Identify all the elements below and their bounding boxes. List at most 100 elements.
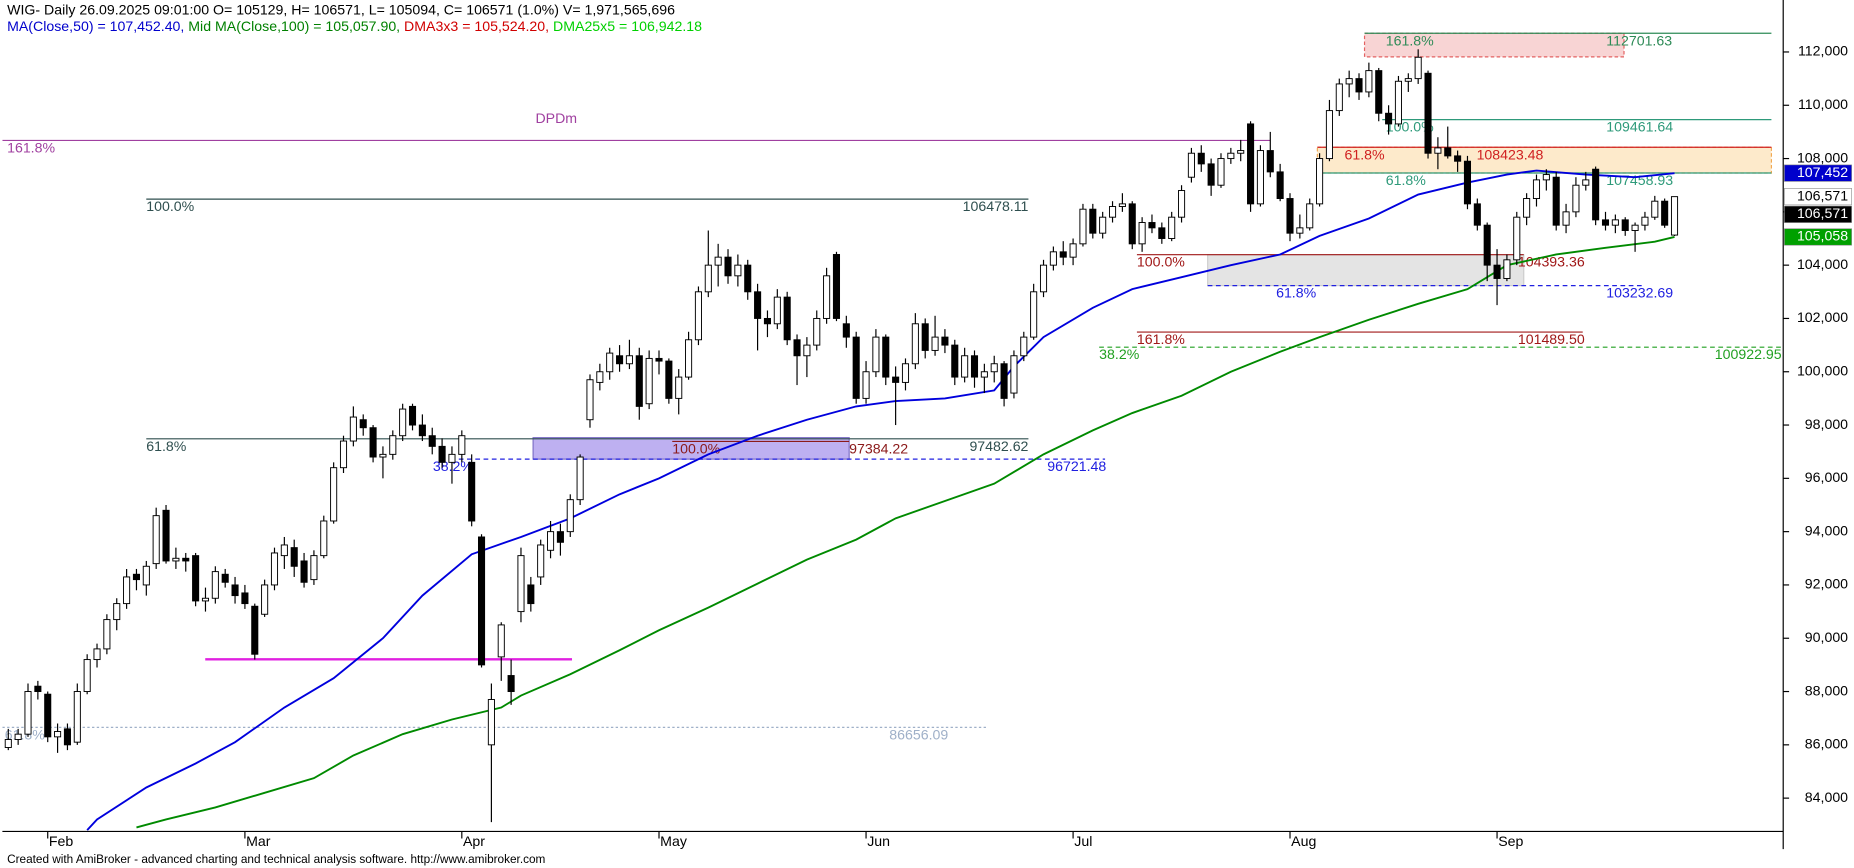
candle-body <box>517 555 525 613</box>
y-tick-label: 86,000 <box>1805 736 1848 752</box>
candle-body <box>330 467 338 522</box>
candle-body <box>14 733 22 740</box>
fib-label: 100.0% <box>672 440 720 456</box>
last-value-box <box>1784 188 1852 206</box>
candle-body <box>280 544 288 557</box>
candle-body <box>1631 224 1639 231</box>
x-tick-label: Apr <box>463 833 485 849</box>
candle-body <box>1611 219 1619 226</box>
candle-body <box>586 379 594 421</box>
candle-body <box>862 371 870 399</box>
candle-body <box>783 296 791 341</box>
candle-body <box>813 317 821 346</box>
candle-body <box>1138 222 1146 245</box>
candle-body <box>300 560 308 583</box>
candle-body <box>1148 222 1156 229</box>
candle-body <box>290 547 298 567</box>
candle-body <box>576 456 584 501</box>
candle-body <box>1178 190 1186 218</box>
fib-price: 96721.48 <box>1047 458 1106 474</box>
candle-body <box>438 445 446 463</box>
candle-body <box>1345 78 1353 85</box>
candle-body <box>951 344 959 378</box>
fib-price: 104393.36 <box>1518 254 1585 270</box>
candle-body <box>1316 158 1324 205</box>
chart-title: WIG- Daily 26.09.2025 09:01:00 O= 105129… <box>7 1 675 17</box>
y-tick-label: 108,000 <box>1797 149 1848 165</box>
plot-area: 161.8% DPDm 100.0% 106478.11 61.8% 97482.62 10… <box>2 32 1784 831</box>
candle-body <box>744 264 752 293</box>
candle-body <box>625 355 633 365</box>
candle-body <box>547 531 555 551</box>
candle-body <box>1276 171 1284 200</box>
indicator-text: DMA3x3 = 105,524.20, <box>404 18 553 34</box>
candle-body <box>911 323 919 365</box>
y-tick-label: 100,000 <box>1797 362 1848 378</box>
candle-body <box>1552 176 1560 226</box>
candle-body <box>1532 179 1541 200</box>
candle-body <box>1286 198 1294 234</box>
candle-body <box>487 699 495 746</box>
candle-body <box>201 597 210 602</box>
candle-body <box>556 531 564 543</box>
candle-body <box>310 555 318 581</box>
candle-body <box>1424 72 1432 154</box>
candle-body <box>635 355 643 407</box>
y-tick-label: 90,000 <box>1805 629 1848 645</box>
candle-body <box>172 557 180 562</box>
candle-body <box>921 323 929 351</box>
candle-body <box>685 339 693 378</box>
candle-body <box>1651 200 1659 218</box>
candle-body <box>1020 336 1028 357</box>
candle-body <box>1079 208 1087 245</box>
candle-body <box>379 453 387 458</box>
candle-body <box>832 254 841 319</box>
candle-body <box>1335 83 1343 112</box>
y-tick-label: 104,000 <box>1797 256 1848 272</box>
candle-body <box>1582 179 1590 186</box>
candle-body <box>1493 264 1501 279</box>
fib-price: 103232.69 <box>1606 285 1673 301</box>
candle-body <box>1010 355 1018 394</box>
y-tick-label: 88,000 <box>1805 682 1848 698</box>
candle-body <box>616 355 624 365</box>
candle-body <box>527 584 535 605</box>
candle-body <box>694 291 702 341</box>
candle-body <box>1523 198 1531 218</box>
fib-label: 161.8% <box>7 139 55 155</box>
candle-body <box>704 264 712 293</box>
candle-body <box>872 336 880 373</box>
candle-body <box>182 557 190 562</box>
y-tick-label: 96,000 <box>1805 469 1848 485</box>
candle-body <box>241 592 249 605</box>
fib-label: 61.8% <box>1344 146 1385 162</box>
candle-body <box>1108 206 1117 218</box>
candle-body <box>1217 158 1225 186</box>
candle-body <box>1039 264 1048 293</box>
fib-price: 106478.11 <box>963 198 1029 214</box>
candle-body <box>1394 80 1402 125</box>
candle-body <box>537 544 545 578</box>
y-tick-label: 112,000 <box>1798 43 1848 59</box>
candle-body <box>1641 216 1649 226</box>
candle-body <box>1168 216 1176 239</box>
candle-body <box>665 360 673 399</box>
candle-body <box>1069 243 1077 258</box>
candle-body <box>1325 110 1333 160</box>
candle-body <box>980 371 988 378</box>
fib-price: 112701.63 <box>1606 32 1672 48</box>
candle-body <box>1454 155 1462 162</box>
y-tick-label: 98,000 <box>1805 416 1848 432</box>
candle-body <box>1247 123 1255 205</box>
candle-body <box>803 344 811 357</box>
candle-body <box>754 291 762 319</box>
candle-body <box>1572 184 1580 213</box>
candle-body <box>1118 203 1126 207</box>
candle-body <box>882 336 890 378</box>
fib-price: 97482.62 <box>969 438 1028 454</box>
candle-body <box>320 520 328 557</box>
candle-body <box>428 435 436 447</box>
candle-body <box>507 675 515 693</box>
candle-body <box>349 416 357 442</box>
